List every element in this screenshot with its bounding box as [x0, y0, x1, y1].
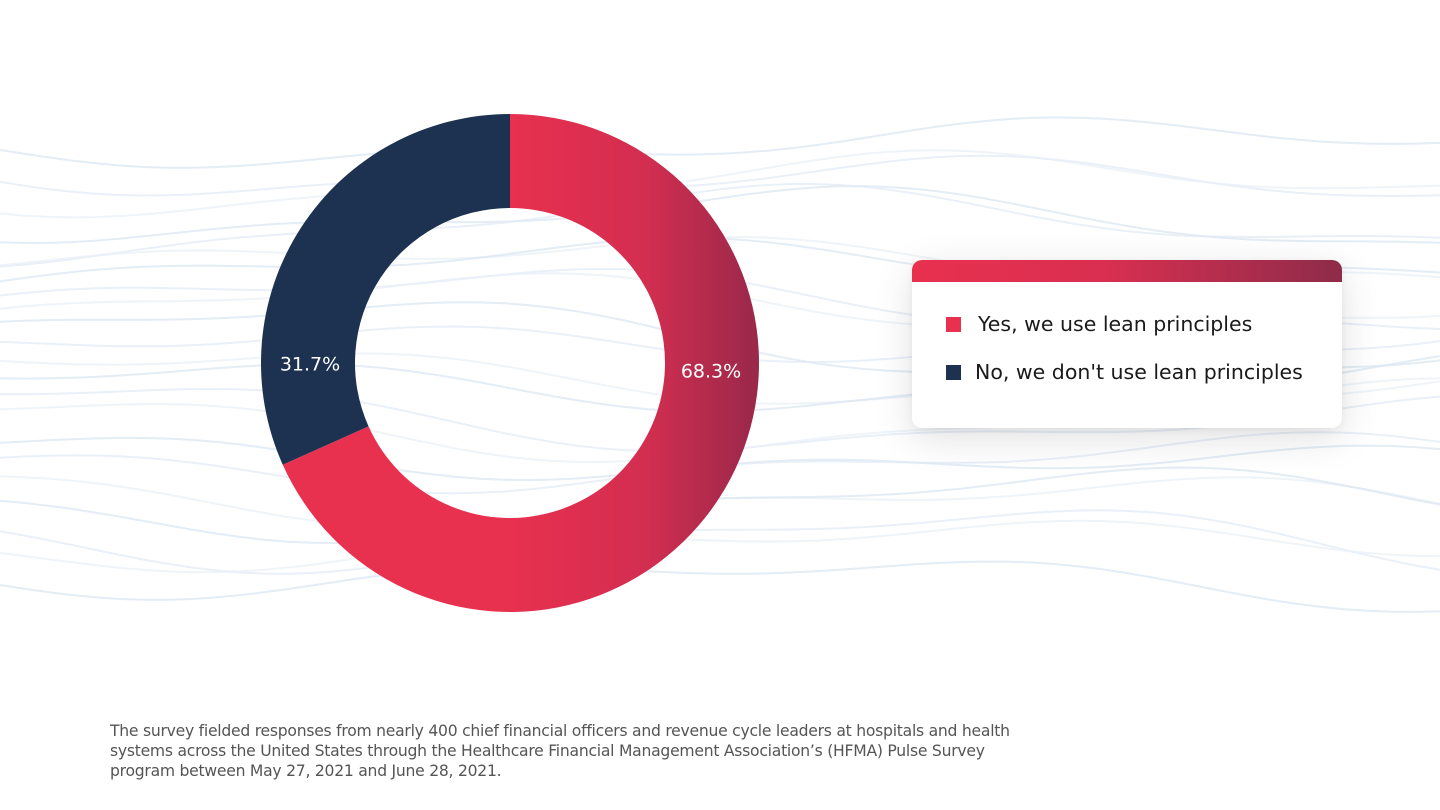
- legend-item-no: No, we don't use lean principles: [946, 360, 1303, 384]
- background-wave-line: [0, 509, 1440, 575]
- survey-footnote: The survey fielded responses from nearly…: [110, 722, 1010, 780]
- donut-label-no: 31.7%: [280, 354, 340, 376]
- legend-label-yes: Yes, we use lean principles: [978, 312, 1253, 336]
- legend-card: Yes, we use lean principles No, we don't…: [912, 260, 1342, 428]
- legend-label-no: No, we don't use lean principles: [975, 360, 1303, 384]
- legend-swatch-no: [946, 364, 961, 380]
- donut-slice-yes: [282, 114, 759, 613]
- background-wave-line: [0, 116, 1440, 169]
- background-wave-line: [0, 149, 1440, 219]
- legend-header-bar: [912, 260, 1342, 282]
- background-wave-line: [0, 560, 1440, 613]
- donut-slice-no: [261, 114, 510, 465]
- background-wave-line: [0, 519, 1440, 574]
- legend-item-yes: Yes, we use lean principles: [946, 312, 1252, 336]
- legend-swatch-yes: [946, 316, 961, 332]
- donut-label-yes: 68.3%: [681, 361, 741, 383]
- background-wave-line: [0, 466, 1440, 545]
- background-wave-line: [0, 183, 1440, 268]
